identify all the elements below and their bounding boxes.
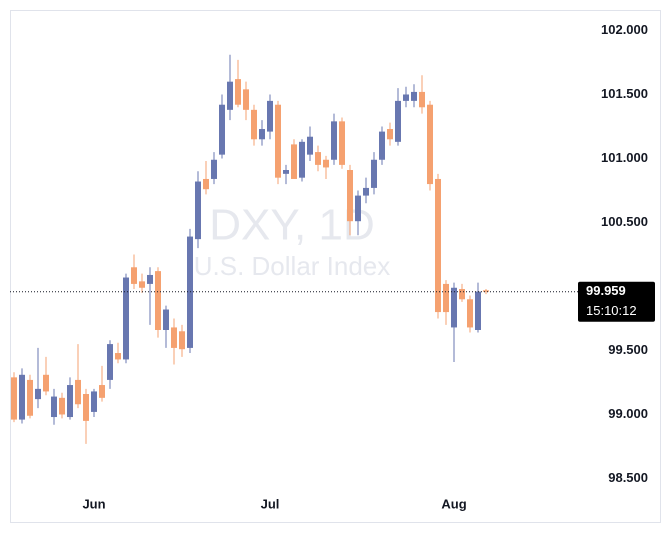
candle-body (203, 178, 209, 190)
candle-body (427, 104, 433, 185)
candle-body (411, 91, 417, 101)
candle-body (43, 374, 49, 392)
candle-body (355, 195, 361, 222)
candle-body (219, 104, 225, 155)
candle-body (187, 236, 193, 348)
candle-body (211, 159, 217, 179)
candle-body (27, 379, 33, 416)
candle-body (115, 353, 121, 360)
candle-body (179, 331, 185, 350)
candle-body (91, 391, 97, 412)
candle-body (307, 136, 313, 155)
candle-body (19, 374, 25, 420)
candle-body (379, 131, 385, 160)
candle-body (347, 170, 353, 222)
candle-body (75, 379, 81, 405)
candle-body (139, 281, 145, 288)
y-tick-label: 101.000 (601, 150, 648, 165)
countdown-label: 15:10:12 (586, 303, 637, 318)
candle-body (243, 89, 249, 110)
candle-body (147, 274, 153, 284)
y-tick-label: 100.500 (601, 214, 648, 229)
y-tick-label: 98.500 (608, 470, 648, 485)
candle-body (323, 159, 329, 168)
candle-body (227, 81, 233, 110)
candle-body (99, 385, 105, 398)
candle-body (163, 309, 169, 330)
price-label-box (578, 281, 655, 322)
candle-body (299, 141, 305, 178)
candle-body (131, 267, 137, 284)
chart-frame (10, 10, 661, 523)
candle-body (459, 289, 465, 300)
candle-body (155, 271, 161, 330)
x-tick-label: Jul (261, 496, 280, 511)
y-tick-label: 99.000 (608, 406, 648, 421)
candle-body (35, 388, 41, 400)
candle-body (267, 100, 273, 132)
candle-body (235, 79, 241, 105)
candle-body (171, 327, 177, 348)
candle-body (403, 94, 409, 101)
candle-body (395, 100, 401, 142)
candle-body (387, 129, 393, 140)
candle-body (251, 109, 257, 140)
last-price-label: 99.959 (586, 283, 626, 298)
candle-body (451, 287, 457, 328)
candle-body (331, 121, 337, 160)
candle-body (371, 159, 377, 188)
y-tick-label: 101.500 (601, 86, 648, 101)
candle-body (363, 187, 369, 196)
candle-body (59, 397, 65, 415)
watermark-subtitle: U.S. Dollar Index (194, 251, 391, 281)
candle-body (291, 144, 297, 179)
candle-body (339, 121, 345, 165)
candle-body (483, 290, 489, 292)
candle-body (51, 396, 57, 418)
candle-body (475, 291, 481, 330)
y-tick-label: 102.000 (601, 22, 648, 37)
candle-body (123, 277, 129, 360)
candle-body (11, 377, 17, 420)
candle-body (275, 104, 281, 178)
x-tick-label: Aug (441, 496, 466, 511)
x-tick-label: Jun (82, 496, 105, 511)
candle-body (283, 170, 289, 174)
y-tick-label: 99.500 (608, 342, 648, 357)
candle-body (443, 283, 449, 313)
candle-body (435, 178, 441, 313)
candle-body (67, 385, 73, 418)
candle-body (419, 91, 425, 108)
candle-body (315, 152, 321, 165)
candle-body (195, 181, 201, 240)
candle-body (259, 129, 265, 140)
candle-body (83, 394, 89, 421)
candle-body (107, 344, 113, 380)
candle-body (467, 299, 473, 328)
